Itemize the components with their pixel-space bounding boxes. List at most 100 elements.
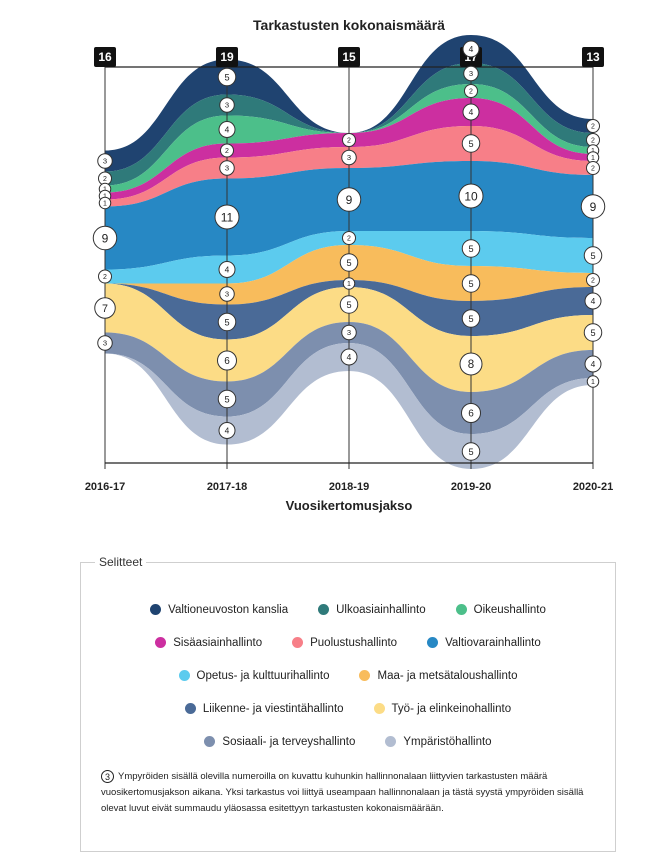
value-marker: 7 [94,297,116,319]
total-marker-2: 15 [338,47,360,67]
value-label: 4 [225,265,230,275]
value-marker: 4 [218,121,236,138]
total-label: 16 [98,50,112,64]
legend-label: Oikeushallinto [473,603,546,616]
value-label: 3 [103,339,107,348]
legend-items: Valtioneuvoston kanslia Ulkoasiainhallint… [81,593,615,758]
value-marker: 3 [341,149,357,166]
legend-color-dot [373,703,385,714]
legend-label: Ympäristöhallinto [403,735,492,748]
value-marker: 1 [586,375,600,388]
value-marker: 5 [461,309,481,328]
value-marker: 6 [217,350,237,371]
value-marker: 5 [339,253,359,272]
legend-item: Liikenne- ja viestintähallinto [184,703,344,715]
value-marker: 5 [339,295,359,314]
legend-color-dot [292,637,304,648]
value-label: 4 [469,107,474,117]
legend-label: Ulkoasiainhallinto [336,603,426,616]
legend-item: Opetus- ja kulttuurihallinto [178,670,329,682]
stream-chart: Tarkastusten kokonaismäärä16191517132016… [85,17,613,513]
value-label: 2 [347,236,351,243]
value-label: 2 [103,176,107,183]
value-label: 6 [224,356,230,367]
legend-color-dot [184,703,196,714]
value-label: 5 [224,72,229,82]
value-marker: 2 [464,84,478,98]
legend-row: Sosiaali- ja terveyshallinto Ympäristöhal… [81,725,615,758]
legend-item: Puolustushallinto [292,637,397,649]
value-label: 5 [590,328,595,338]
x-tick-label: 2016-17 [85,481,125,493]
value-label: 3 [225,290,229,299]
value-marker: 8 [459,352,483,376]
value-marker: 2 [342,133,356,147]
area-2 [105,84,593,193]
value-label: 1 [591,379,595,386]
value-marker: 2 [98,269,112,284]
value-label: 4 [469,44,474,54]
legend-color-dot [455,604,467,615]
value-label: 4 [225,125,230,135]
value-label: 2 [225,148,229,155]
value-marker: 2 [220,143,234,158]
value-marker: 5 [461,274,481,293]
total-marker-0: 16 [94,47,116,67]
value-label: 5 [468,139,473,149]
legend-item: Työ- ja elinkeinohallinto [373,703,511,715]
x-tick-label: 2019-20 [451,481,491,493]
legend-label: Valtioneuvoston kanslia [168,603,289,616]
value-label: 9 [102,231,109,245]
value-label: 5 [468,447,473,457]
value-marker: 9 [336,187,362,212]
value-marker: 5 [461,239,481,258]
legend-row: Liikenne- ja viestintähallinto Työ- ja el… [81,692,615,725]
value-marker: 6 [461,403,481,423]
value-label: 2 [591,166,595,173]
value-label: 6 [468,409,474,420]
legend-item: Oikeushallinto [455,603,546,616]
legend-color-dot [178,670,190,681]
legend-color-dot [150,604,162,615]
chart-svg: Tarkastusten kokonaismäärä16191517132016… [85,17,613,513]
value-marker: 5 [217,312,237,332]
legend-row: Sisäasiainhallinto Puolustushallinto Valti… [81,626,615,659]
legend-item: Ympäristöhallinto [385,735,492,748]
value-marker: 5 [217,389,237,409]
value-marker: 11 [214,204,240,230]
value-label: 2 [591,278,595,285]
value-marker: 2 [342,231,356,245]
value-marker: 2 [586,161,600,175]
legend-row: Opetus- ja kulttuurihallinto Maa- ja mets… [81,659,615,692]
value-marker: 1 [98,196,112,210]
value-marker: 3 [97,335,113,351]
chart-title: Tarkastusten kokonaismäärä [253,17,445,33]
value-marker: 4 [584,355,602,373]
legend-box: Selitteet Valtioneuvoston kanslia Ulkoasi… [80,555,616,852]
value-label: 2 [469,89,473,96]
note-number-circle: 3 [101,769,114,783]
legend-color-dot [204,736,216,747]
note-text: Ympyröiden sisällä olevilla numeroilla o… [101,771,584,814]
value-label: 1 [347,281,351,288]
legend-color-dot [427,637,439,648]
value-label: 1 [591,155,595,162]
value-label: 3 [103,157,107,166]
legend-item: Valtiovarainhallinto [427,637,541,649]
value-marker: 4 [462,40,480,58]
legend-item: Maa- ja metsätaloushallinto [359,670,517,682]
legend-color-dot [359,670,371,681]
value-marker: 4 [584,292,602,310]
value-marker: 1 [342,277,356,290]
value-label: 5 [468,279,473,289]
total-label: 15 [342,50,356,64]
legend-note: 3 Ympyröiden sisällä olevilla numeroilla … [101,769,597,817]
legend-title: Selitteet [95,555,147,569]
legend-color-dot [385,736,397,747]
value-label: 1 [103,201,107,208]
value-label: 4 [225,426,230,436]
legend-item: Valtioneuvoston kanslia [150,604,288,616]
value-label: 5 [590,251,595,261]
x-tick-label: 2018-19 [329,481,369,493]
legend-row: Valtioneuvoston kanslia Ulkoasiainhallint… [81,593,615,626]
